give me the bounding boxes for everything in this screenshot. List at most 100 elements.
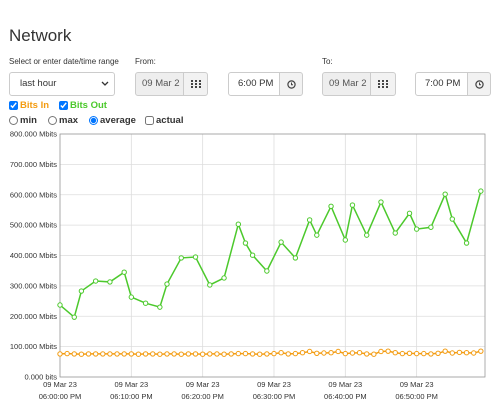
y-tick-label: 600.000 Mbits	[10, 190, 57, 199]
data-point	[192, 254, 199, 260]
to-time[interactable]: 7:00 PM	[415, 72, 468, 96]
data-point	[71, 314, 77, 320]
from-time[interactable]: 6:00 PM	[228, 72, 280, 96]
data-point	[150, 351, 156, 357]
y-tick-label: 300.000 Mbits	[10, 281, 57, 290]
checkbox[interactable]	[59, 101, 68, 110]
data-point	[157, 351, 163, 357]
radio[interactable]	[48, 116, 57, 125]
data-point	[121, 269, 127, 275]
data-point	[107, 279, 113, 285]
range-select-text: last hour	[20, 78, 57, 89]
calendar-button[interactable]	[183, 72, 208, 96]
x-tick-label: 06:50:00 PM	[395, 392, 438, 401]
data-point	[257, 351, 263, 357]
data-point	[128, 351, 135, 357]
data-point	[221, 351, 227, 357]
data-point	[114, 351, 120, 357]
x-tick-label: 06:20:00 PM	[181, 392, 224, 401]
mode-option[interactable]: actual	[145, 115, 183, 126]
data-point	[92, 278, 99, 284]
data-point	[128, 294, 135, 300]
data-point	[299, 350, 306, 356]
data-point	[199, 351, 206, 357]
from-date[interactable]: 09 Mar 2	[135, 72, 184, 96]
data-point	[456, 349, 463, 356]
data-point	[328, 203, 334, 209]
x-tick-label: 09 Mar 23	[114, 380, 148, 389]
data-point	[271, 350, 277, 357]
data-point	[142, 300, 149, 306]
data-point	[178, 255, 184, 261]
data-point	[478, 348, 484, 354]
data-point	[364, 351, 370, 357]
data-point	[57, 351, 63, 357]
data-point	[406, 210, 413, 216]
data-point	[292, 255, 299, 261]
data-point	[228, 351, 234, 357]
mode-option[interactable]: average	[89, 115, 136, 126]
mode-label: average	[100, 115, 136, 126]
series-toggle[interactable]: Bits Out	[59, 100, 107, 111]
mode-option[interactable]: max	[48, 115, 78, 126]
x-tick-label: 09 Mar 23	[43, 380, 77, 389]
mode-label: min	[20, 115, 37, 126]
data-point	[185, 351, 192, 357]
data-point	[242, 350, 249, 357]
clock-button[interactable]	[279, 72, 303, 96]
legend-label: Bits Out	[70, 100, 107, 111]
data-point	[278, 239, 284, 245]
x-tick-label: 09 Mar 23	[400, 380, 434, 389]
checkbox[interactable]	[145, 116, 154, 125]
data-point	[478, 188, 484, 194]
data-point	[214, 351, 220, 357]
data-point	[356, 350, 363, 356]
calendar-button[interactable]	[370, 72, 396, 96]
checkbox[interactable]	[9, 101, 18, 110]
series-toggle[interactable]: Bits In	[9, 100, 49, 111]
y-tick-label: 100.000 Mbits	[10, 342, 57, 351]
data-point	[278, 350, 284, 356]
data-point	[78, 288, 85, 294]
data-point	[264, 351, 270, 357]
data-point	[164, 281, 170, 287]
data-point	[235, 350, 242, 357]
x-tick-label: 06:30:00 PM	[253, 392, 296, 401]
range-select[interactable]: last hour	[9, 72, 115, 96]
data-point	[164, 351, 170, 357]
data-point	[135, 351, 142, 357]
data-point	[207, 282, 213, 288]
data-point	[378, 348, 384, 355]
data-point	[192, 351, 199, 357]
to-date[interactable]: 09 Mar 2	[322, 72, 371, 96]
x-tick-label: 06:40:00 PM	[324, 392, 367, 401]
data-point	[285, 351, 291, 357]
data-point	[235, 221, 242, 227]
data-point	[107, 351, 113, 357]
legend-label: Bits In	[20, 100, 50, 111]
data-point	[242, 240, 249, 246]
y-tick-label: 800.000 Mbits	[10, 130, 57, 139]
mode-option[interactable]: min	[9, 115, 37, 126]
data-point	[428, 351, 434, 357]
range-label: Select or enter date/time range	[9, 57, 119, 66]
y-tick-label: 500.000 Mbits	[10, 221, 57, 230]
clock-icon	[474, 79, 484, 89]
mode-label: max	[59, 115, 79, 126]
radio[interactable]	[89, 116, 98, 125]
x-tick-label: 09 Mar 23	[257, 380, 291, 389]
data-point	[57, 302, 63, 308]
data-point	[335, 348, 341, 355]
data-point	[207, 351, 213, 357]
clock-button[interactable]	[467, 72, 491, 96]
data-point	[157, 304, 163, 310]
data-point	[306, 348, 313, 355]
data-point	[435, 350, 441, 357]
x-tick-label: 09 Mar 23	[186, 380, 220, 389]
data-point	[442, 348, 448, 354]
radio[interactable]	[9, 116, 18, 125]
data-point	[463, 240, 470, 246]
